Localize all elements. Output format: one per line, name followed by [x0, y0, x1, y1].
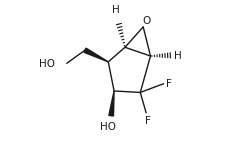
Text: H: H: [174, 51, 182, 61]
Polygon shape: [84, 48, 108, 62]
Text: O: O: [142, 16, 150, 26]
Text: HO: HO: [99, 122, 116, 132]
Text: H: H: [112, 5, 119, 15]
Text: F: F: [145, 116, 150, 126]
Polygon shape: [109, 91, 114, 116]
Text: F: F: [166, 79, 172, 89]
Text: HO: HO: [39, 59, 55, 69]
